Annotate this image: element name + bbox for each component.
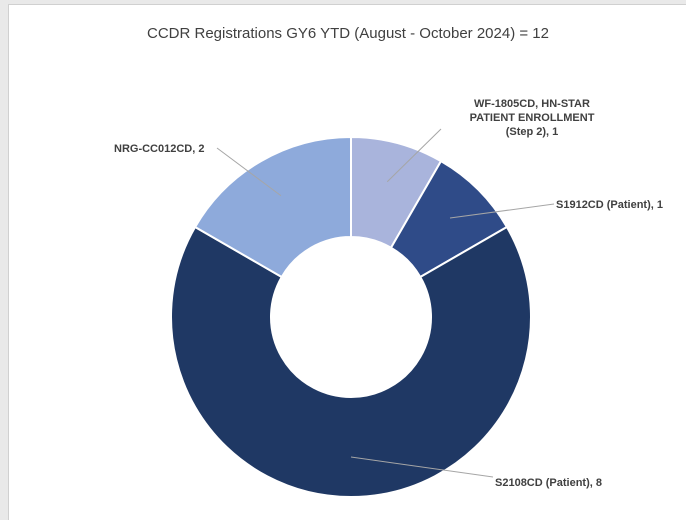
chart-card: CCDR Registrations GY6 YTD (August - Oct… [8, 4, 686, 520]
leader-line [386, 128, 442, 183]
data-label: WF-1805CD, HN-STAR PATIENT ENROLLMENT (S… [469, 98, 595, 138]
chart [170, 128, 555, 498]
leader-line [350, 456, 494, 478]
data-label: S1912CD (Patient), 1 [556, 199, 663, 211]
chart-title: CCDR Registrations GY6 YTD (August - Oct… [147, 25, 549, 42]
leader-line [216, 147, 282, 197]
leader-line [449, 203, 555, 219]
data-label: NRG-CC012CD, 2 [114, 143, 205, 155]
donut-slice [170, 225, 532, 498]
data-label: S2108CD (Patient), 8 [495, 477, 602, 489]
donut-slice [193, 135, 352, 279]
